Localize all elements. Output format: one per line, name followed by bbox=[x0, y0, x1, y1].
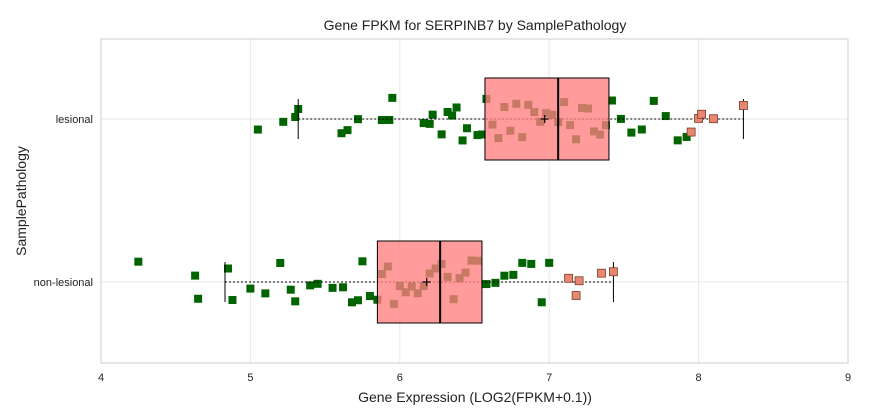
outlier-point bbox=[739, 101, 748, 110]
outlier-point bbox=[609, 267, 618, 277]
data-point bbox=[545, 258, 554, 267]
data-point bbox=[661, 112, 670, 121]
data-point bbox=[313, 279, 322, 288]
data-point bbox=[223, 264, 232, 273]
data-point bbox=[276, 258, 285, 267]
x-tick-label: 5 bbox=[247, 372, 253, 384]
data-point bbox=[343, 126, 352, 135]
x-axis-label: Gene Expression (LOG2(FPKM+0.1)) bbox=[358, 389, 592, 405]
data-point bbox=[279, 117, 288, 126]
data-point bbox=[437, 130, 446, 139]
data-point bbox=[500, 271, 509, 280]
data-point bbox=[448, 111, 457, 120]
data-point bbox=[491, 278, 500, 287]
data-point bbox=[191, 271, 200, 280]
outlier-point bbox=[574, 276, 584, 286]
data-point bbox=[353, 296, 362, 305]
data-point bbox=[637, 125, 646, 134]
x-tick-label: 4 bbox=[98, 372, 104, 384]
data-point bbox=[419, 119, 428, 128]
data-point bbox=[246, 284, 255, 293]
data-point bbox=[286, 285, 295, 294]
data-point bbox=[458, 136, 467, 145]
data-point bbox=[388, 93, 397, 102]
data-point bbox=[339, 283, 348, 292]
data-point bbox=[328, 283, 337, 292]
x-tick-label: 7 bbox=[546, 372, 552, 384]
data-point bbox=[443, 107, 452, 116]
x-tick-label: 9 bbox=[845, 372, 851, 384]
data-point bbox=[463, 124, 472, 133]
data-point bbox=[482, 280, 491, 289]
outlier-point bbox=[697, 109, 706, 119]
chart-title: Gene FPKM for SERPINB7 by SamplePatholog… bbox=[324, 17, 627, 33]
data-point bbox=[537, 298, 546, 307]
data-point bbox=[377, 116, 386, 125]
data-point bbox=[627, 128, 636, 137]
data-point bbox=[616, 114, 625, 123]
data-point bbox=[228, 296, 237, 305]
data-point bbox=[428, 110, 437, 119]
outlier-point bbox=[709, 114, 718, 124]
data-point bbox=[261, 289, 270, 298]
data-point bbox=[673, 136, 682, 145]
data-point bbox=[337, 129, 346, 138]
data-point bbox=[385, 115, 394, 124]
outlier-point bbox=[597, 268, 606, 278]
data-point bbox=[194, 294, 203, 303]
data-point bbox=[682, 132, 691, 141]
data-point bbox=[477, 130, 486, 139]
data-point bbox=[291, 297, 300, 306]
outlier-point bbox=[686, 127, 696, 137]
plot-frame bbox=[100, 38, 849, 364]
y-tick-label: non-lesional bbox=[34, 277, 93, 289]
data-point bbox=[452, 103, 461, 112]
y-tick-label: lesional bbox=[56, 114, 93, 126]
data-point bbox=[134, 257, 143, 266]
y-axis-label: SamplePathology bbox=[13, 146, 29, 256]
outlier-point bbox=[564, 273, 574, 283]
data-point bbox=[518, 258, 527, 267]
x-tick-label: 8 bbox=[696, 372, 702, 384]
data-point bbox=[253, 125, 262, 134]
data-point bbox=[291, 113, 300, 122]
data-point bbox=[353, 115, 362, 124]
data-point bbox=[347, 298, 356, 307]
data-point bbox=[425, 119, 434, 128]
data-point bbox=[509, 270, 518, 279]
data-point bbox=[365, 292, 374, 301]
data-point bbox=[358, 257, 367, 266]
data-point bbox=[607, 96, 616, 105]
data-point bbox=[473, 131, 482, 140]
outlier-point bbox=[571, 291, 581, 300]
data-point bbox=[527, 259, 536, 268]
data-point bbox=[306, 281, 315, 290]
x-tick-label: 6 bbox=[397, 372, 403, 384]
data-point bbox=[649, 96, 658, 105]
